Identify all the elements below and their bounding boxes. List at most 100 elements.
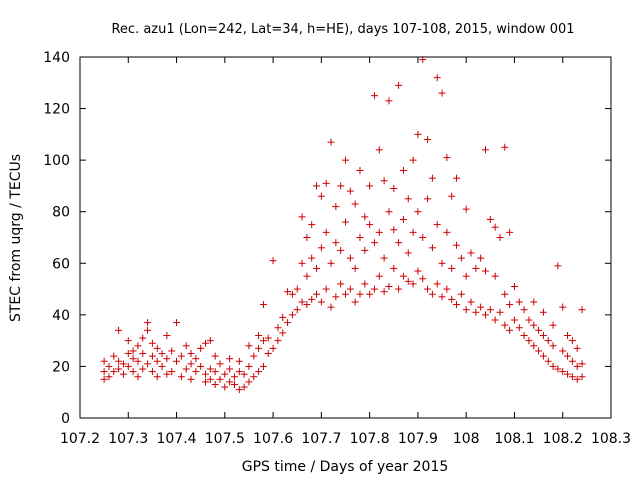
data-point <box>453 241 461 249</box>
data-point <box>173 319 181 327</box>
data-point <box>235 386 243 394</box>
data-point <box>530 321 538 329</box>
data-point <box>453 301 461 309</box>
y-tick-label: 20 <box>52 359 70 375</box>
data-point <box>303 272 311 280</box>
data-point <box>486 306 494 314</box>
data-point <box>361 246 369 254</box>
data-point <box>206 365 214 373</box>
data-point <box>332 239 340 247</box>
data-point <box>308 295 316 303</box>
data-point <box>158 350 166 358</box>
data-point <box>264 334 272 342</box>
x-tick-label: 107.8 <box>350 431 390 447</box>
data-point <box>568 337 576 345</box>
data-point <box>105 373 113 381</box>
data-points <box>100 56 586 394</box>
data-point <box>342 156 349 164</box>
data-point <box>337 246 345 254</box>
data-point <box>467 249 475 257</box>
data-point <box>245 342 253 350</box>
data-point <box>269 257 277 265</box>
data-point <box>124 350 132 358</box>
data-point <box>187 360 195 368</box>
data-point <box>414 130 422 138</box>
data-point <box>510 282 518 290</box>
data-point <box>414 208 422 216</box>
data-point <box>163 331 171 339</box>
data-point <box>332 293 340 301</box>
data-point <box>424 285 432 293</box>
data-point <box>380 288 388 296</box>
data-point <box>370 92 378 100</box>
data-point <box>250 352 258 360</box>
data-point <box>327 259 335 267</box>
data-point <box>211 352 219 360</box>
data-point <box>211 380 219 388</box>
data-point <box>385 208 393 216</box>
data-point <box>515 324 523 332</box>
data-point <box>327 138 335 146</box>
data-point <box>481 146 489 154</box>
data-point <box>554 262 562 270</box>
x-tick-label: 107.9 <box>398 431 438 447</box>
data-point <box>303 234 311 241</box>
y-axis: 0 20 40 60 80 100 120 140 <box>43 50 611 427</box>
data-point <box>390 264 398 272</box>
plot-frame <box>79 56 612 419</box>
data-point <box>564 331 572 339</box>
data-point <box>438 259 446 267</box>
data-point <box>129 355 137 363</box>
data-point <box>409 228 417 236</box>
data-point <box>438 89 446 97</box>
data-point <box>559 347 567 355</box>
y-tick-label: 120 <box>43 102 70 118</box>
data-point <box>245 378 253 386</box>
data-point <box>153 373 161 381</box>
data-point <box>472 264 480 272</box>
data-point <box>443 285 451 293</box>
data-point <box>568 357 576 365</box>
data-point <box>424 136 432 144</box>
data-point <box>448 264 456 272</box>
data-point <box>438 293 446 301</box>
data-point <box>202 339 210 347</box>
data-point <box>202 378 210 386</box>
data-point <box>119 360 127 368</box>
data-point <box>322 228 330 236</box>
data-point <box>105 362 113 370</box>
x-tick-label: 107.4 <box>156 431 196 447</box>
data-point <box>206 337 214 345</box>
data-point <box>134 373 142 381</box>
y-tick-label: 60 <box>52 256 70 272</box>
x-tick-label: 107.5 <box>205 431 245 447</box>
data-point <box>100 375 108 383</box>
data-point <box>303 301 311 309</box>
data-point <box>472 308 480 316</box>
data-point <box>453 174 461 182</box>
data-point <box>375 146 383 154</box>
y-tick-label: 40 <box>52 308 70 324</box>
data-point <box>158 362 166 370</box>
data-point <box>380 177 388 185</box>
data-point <box>578 306 586 314</box>
data-point <box>419 275 427 283</box>
data-point <box>202 370 210 378</box>
data-point <box>119 370 127 378</box>
data-point <box>361 213 369 221</box>
data-point <box>351 200 359 208</box>
data-point <box>525 316 533 324</box>
y-tick-label: 0 <box>61 411 70 427</box>
data-point <box>269 344 277 352</box>
data-point <box>399 272 407 280</box>
data-point <box>448 295 456 303</box>
data-point <box>115 326 123 334</box>
data-point <box>506 301 514 309</box>
data-point <box>559 303 567 311</box>
data-point <box>192 368 200 376</box>
data-point <box>564 352 572 360</box>
data-point <box>520 306 528 314</box>
data-point <box>221 370 229 378</box>
data-point <box>462 306 470 314</box>
data-point <box>259 301 267 309</box>
